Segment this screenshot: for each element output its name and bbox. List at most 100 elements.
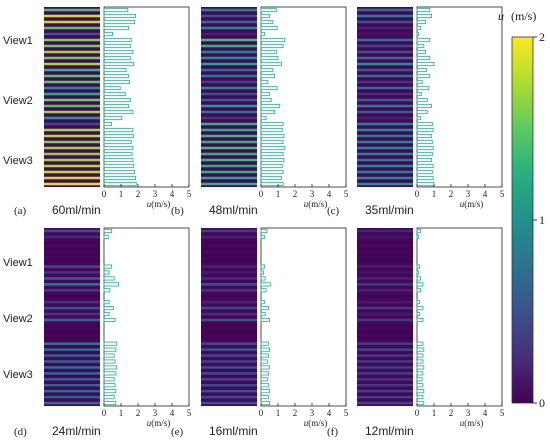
velocity-bar [416,341,424,346]
velocity-bar [103,365,118,370]
velocity-bar [416,169,433,175]
velocity-bar [103,79,130,85]
x-axis-label: u(m/s) [304,199,328,209]
view3-label-top: View3 [3,155,33,167]
x-axis-label-unit: (m/s) [308,199,327,209]
heatmap-stripe [44,330,100,334]
heatmap-stripe [357,8,413,12]
heatmap-stripe [201,241,257,245]
velocity-bar [416,139,433,145]
heatmap-stripe [201,366,257,369]
flow-rate-label: 35ml/min [365,203,414,217]
x-axis-label-var: u [304,199,309,209]
heatmap-stripe [357,44,413,48]
heatmap-stripe [44,366,100,369]
heatmap-stripe [201,134,257,138]
heatmap-stripe [357,324,413,328]
heatmap-stripe [201,32,257,36]
heatmap-stripe [201,283,257,286]
heatmap-stripe [357,300,413,304]
heatmap-stripe [44,146,100,150]
heatmap-stripe [44,158,100,162]
heatmap-stripe [357,241,413,245]
x-tick-label: 5 [344,189,349,199]
panel-letter: (c) [327,205,340,217]
velocity-bar [103,145,134,151]
heatmap-stripe [201,324,257,328]
velocity-bar [416,264,420,269]
heatmap-stripe [201,122,257,126]
x-tick-label: 0 [259,408,264,418]
heatmap-stripe [357,354,413,357]
velocity-bar [103,73,130,79]
velocity-bar [103,151,133,157]
heatmap-stripe [357,140,413,144]
x-axis-label-unit: (m/s) [464,418,483,428]
x-axis-label: u(m/s) [147,199,171,209]
velocity-bar [260,359,269,364]
velocity-bar [103,115,123,121]
heatmap-stripe [44,383,100,387]
heatmap-stripe [357,378,413,381]
velocity-bar [260,73,276,79]
heatmap-stripe [44,176,100,180]
velocity-bar [416,395,424,400]
velocity-bar [416,67,427,73]
heatmap-stripe [44,170,100,174]
heatmap-stripe [357,259,413,262]
heatmap-stripe [357,395,413,399]
x-tick-label: 3 [310,189,315,199]
heatmap-stripe [44,56,100,60]
velocity-bar [260,311,266,317]
heatmap-stripe [44,140,100,144]
heatmap-stripe [357,271,413,274]
heatmap-stripe [357,74,413,78]
velocity-bar [416,151,433,157]
x-tick-label: 4 [327,189,332,199]
velocity-bar [416,103,432,109]
heatmap-stripe [357,170,413,174]
x-axis-label-unit: (m/s) [151,199,170,209]
flow-rate-label: 60ml/min [52,203,101,217]
heatmap-stripe [44,104,100,108]
x-tick-label: 4 [170,408,175,418]
heatmap-stripe [357,86,413,90]
panel-f: 0 1 2 3 4 5 u(m/s) (f) 12ml/min [327,227,505,438]
heatmap-stripe [201,330,257,334]
velocity-bar [103,288,111,293]
heatmap-stripe [357,383,413,387]
x-tick-label: 4 [483,408,488,418]
velocity-bar [260,228,268,234]
heatmap-stripe [201,38,257,42]
x-axis-label: u(m/s) [147,418,171,428]
x-tick-label: 1 [119,408,124,418]
heatmap-stripe [201,44,257,48]
x-tick-label: 5 [344,408,349,418]
velocity-bar [260,13,270,19]
velocity-bar [260,139,284,145]
bar-plot-frame [260,6,347,188]
heatmap-stripe [44,360,100,363]
velocity-bar [103,163,135,169]
x-tick-label: 1 [276,408,281,418]
heatmap-stripe [44,74,100,78]
heatmap-stripe [44,294,100,298]
heatmap-stripe [44,342,100,345]
heatmap-stripe [357,265,413,268]
heatmap-stripe [357,318,413,322]
velocity-bar [416,37,431,43]
heatmap-background [357,228,413,406]
heatmap-stripe [357,289,413,292]
velocity-bar [103,169,136,175]
heatmap-stripe [357,182,413,186]
velocity-bar [260,85,278,91]
colorbar-title-var: u [498,9,504,23]
velocity-bar [416,79,423,85]
velocity-bar [260,109,276,115]
heatmap-stripe [357,253,413,256]
velocity-bar [260,61,282,67]
heatmap-stripe [357,176,413,180]
heatmap-stripe [44,235,100,239]
velocity-bar [103,341,118,346]
velocity-bar [103,228,113,234]
